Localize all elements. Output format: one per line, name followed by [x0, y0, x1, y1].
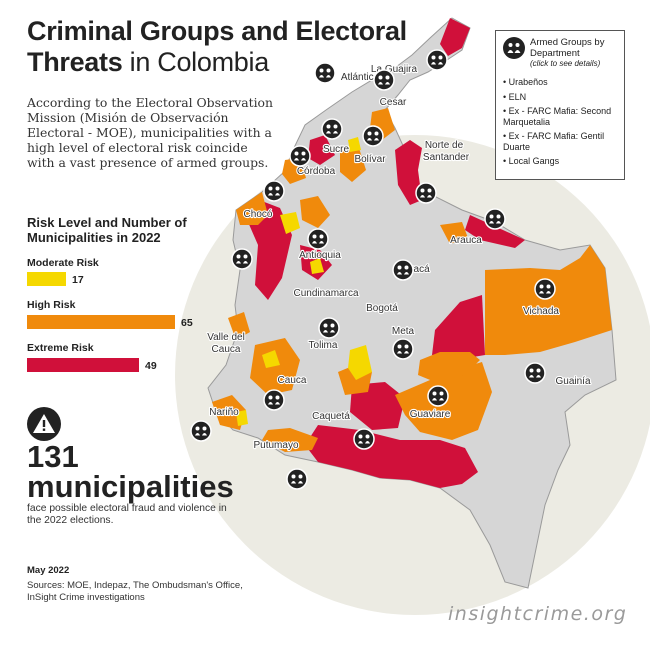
- page-title: Criminal Groups and Electoral Threats in…: [27, 16, 427, 78]
- title-light: in Colombia: [129, 47, 270, 77]
- risk-region-high-meta: [418, 352, 480, 382]
- armed-group-marker[interactable]: [263, 389, 285, 411]
- risk-bar-moderate: [27, 272, 66, 286]
- warning-icon: [27, 407, 61, 441]
- armed-groups-legend: Armed Groups by Department (click to see…: [495, 30, 625, 180]
- municipality-count: 131: [27, 439, 79, 474]
- title-bold: Criminal Groups and Electoral Threats: [27, 16, 407, 77]
- armed-group-marker[interactable]: [321, 118, 343, 140]
- department-label: Guainía: [555, 376, 590, 387]
- department-label: Chocó: [244, 209, 273, 220]
- armed-group-marker[interactable]: [289, 145, 311, 167]
- risk-region-high-vichada: [485, 245, 612, 355]
- armed-group-marker[interactable]: [353, 428, 375, 450]
- department-label: Cesar: [380, 97, 407, 108]
- department-label: Santander: [423, 152, 470, 163]
- risk-value-extreme: 49: [145, 360, 157, 372]
- department-label: Norte de: [425, 140, 464, 151]
- legend-item-eln[interactable]: • ELN: [503, 91, 527, 102]
- risk-bar-extreme: [27, 358, 139, 372]
- risk-region-moderate-caribbean: [348, 137, 361, 152]
- armed-group-marker[interactable]: [426, 49, 448, 71]
- department-label: Bogotá: [366, 303, 398, 314]
- armed-group-marker[interactable]: [392, 259, 414, 281]
- department-label: Tolima: [309, 340, 338, 351]
- risk-region-high-cauca: [250, 338, 300, 395]
- risk-label-high: High Risk: [27, 299, 76, 311]
- risk-region-extreme-arauca: [465, 215, 525, 248]
- department-label: Sucre: [323, 144, 350, 155]
- intro-text: According to the Electoral Observation M…: [27, 95, 273, 170]
- risk-region-moderate-choco: [280, 212, 300, 234]
- risk-region-high-bolivar: [340, 145, 366, 182]
- risk-region-high-antioquia: [300, 196, 330, 228]
- armed-group-icon: [503, 37, 525, 59]
- department-label: Cundinamarca: [293, 288, 358, 299]
- department-label: Antioquia: [299, 250, 341, 261]
- risk-regions: [212, 18, 612, 488]
- risk-region-extreme-caqueta: [350, 382, 405, 430]
- risk-region-extreme-norte-santander: [395, 140, 422, 205]
- department-label: Putumayo: [253, 440, 298, 451]
- department-label: Vichada: [523, 306, 559, 317]
- armed-group-marker[interactable]: [484, 208, 506, 230]
- department-label: Caquetá: [312, 411, 350, 422]
- risk-region-extreme-meta: [432, 295, 485, 360]
- department-label: Cauca: [212, 344, 241, 355]
- brand-watermark: insightcrime.org: [448, 603, 628, 625]
- risk-region-high-valle: [228, 312, 250, 340]
- risk-region-moderate-antioquia: [310, 258, 324, 274]
- municipality-unit: municipalities: [27, 469, 234, 504]
- legend-title: Armed Groups by Department: [530, 37, 605, 59]
- risk-region-high-putumayo: [262, 428, 318, 452]
- risk-heading: Risk Level and Number of Municipalities …: [27, 215, 187, 245]
- department-label: Bolívar: [354, 154, 386, 165]
- risk-label-extreme: Extreme Risk: [27, 342, 94, 354]
- armed-group-marker[interactable]: [318, 317, 340, 339]
- department-label: Arauca: [450, 235, 482, 246]
- armed-group-marker[interactable]: [307, 228, 329, 250]
- department-label: Cauca: [278, 375, 307, 386]
- legend-item-gentil-duarte[interactable]: • Ex - FARC Mafia: Gentil Duarte: [503, 131, 605, 152]
- risk-bar-high: [27, 315, 175, 329]
- risk-value-moderate: 17: [72, 274, 84, 286]
- armed-group-marker[interactable]: [415, 182, 437, 204]
- department-label: Atlántico: [341, 72, 380, 83]
- department-label: Guaviare: [410, 409, 451, 420]
- armed-group-marker[interactable]: [427, 385, 449, 407]
- risk-value-high: 65: [181, 317, 193, 329]
- armed-group-marker[interactable]: [392, 338, 414, 360]
- risk-region-high-arauca: [440, 222, 468, 244]
- department-labels: La Guajira Atlántico Cesar Norte de Sant…: [206, 63, 592, 452]
- risk-region-moderate-huila: [348, 345, 372, 380]
- risk-region-moderate-valle: [262, 350, 280, 368]
- armed-group-marker[interactable]: [286, 468, 308, 490]
- risk-region-moderate-narino: [236, 410, 248, 426]
- legend-item-local-gangs[interactable]: • Local Gangs: [503, 156, 560, 166]
- legend-header: Armed Groups by Department (click to see…: [503, 37, 617, 73]
- department-label: Nariño: [209, 407, 239, 418]
- armed-group-marker[interactable]: [362, 125, 384, 147]
- legend-subtitle: (click to see details): [530, 59, 601, 68]
- risk-region-extreme-south: [305, 425, 478, 488]
- department-label: Valle del: [207, 332, 245, 343]
- publication-date: May 2022: [27, 565, 70, 576]
- risk-label-moderate: Moderate Risk: [27, 257, 99, 269]
- armed-group-marker[interactable]: [263, 180, 285, 202]
- department-label: Córdoba: [297, 166, 336, 177]
- risk-region-extreme-sucre: [308, 135, 335, 165]
- legend-item-urabenos[interactable]: • Urabeños: [503, 77, 548, 87]
- armed-group-marker[interactable]: [534, 278, 556, 300]
- legend-item-second-marquetalia[interactable]: • Ex - FARC Mafia: Second Marquetalia: [503, 106, 612, 127]
- armed-group-marker[interactable]: [190, 420, 212, 442]
- armed-group-marker[interactable]: [524, 362, 546, 384]
- department-label: Meta: [392, 326, 415, 337]
- municipality-description: face possible electoral fraud and violen…: [27, 503, 227, 526]
- risk-region-extreme-guajira: [440, 18, 470, 56]
- risk-region-high-choco-north: [236, 192, 268, 225]
- armed-group-marker[interactable]: [231, 248, 253, 270]
- sources-text: Sources: MOE, Indepaz, The Ombudsman's O…: [27, 580, 243, 603]
